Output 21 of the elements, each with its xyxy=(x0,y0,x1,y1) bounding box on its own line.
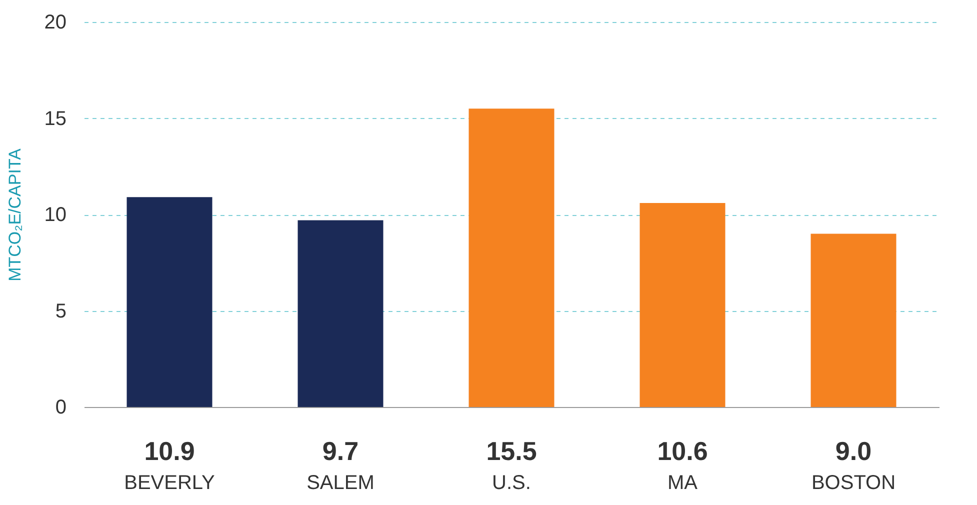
bar xyxy=(298,220,384,407)
x-tick-label: MA xyxy=(668,472,698,494)
data-label: 9.7 xyxy=(322,436,359,466)
data-label: 15.5 xyxy=(486,436,537,466)
bar xyxy=(126,197,212,407)
x-tick-label: U.S. xyxy=(492,472,531,494)
data-label: 10.9 xyxy=(144,436,195,466)
bar xyxy=(640,202,726,407)
x-tick-label: SALEM xyxy=(306,472,374,494)
y-tick-label: 0 xyxy=(55,396,66,418)
y-tick-label: 10 xyxy=(44,204,66,226)
x-tick-label: BEVERLY xyxy=(124,472,215,494)
y-tick-label: 5 xyxy=(55,300,66,322)
y-axis-title: MTCO₂E/CAPITA xyxy=(5,148,24,282)
x-tick-label: BOSTON xyxy=(811,472,896,494)
bar xyxy=(810,234,896,407)
y-tick-label: 15 xyxy=(44,108,66,130)
data-label: 9.0 xyxy=(835,436,872,466)
y-tick-label: 20 xyxy=(44,12,66,34)
data-label: 10.6 xyxy=(657,436,708,466)
bar xyxy=(468,108,554,407)
